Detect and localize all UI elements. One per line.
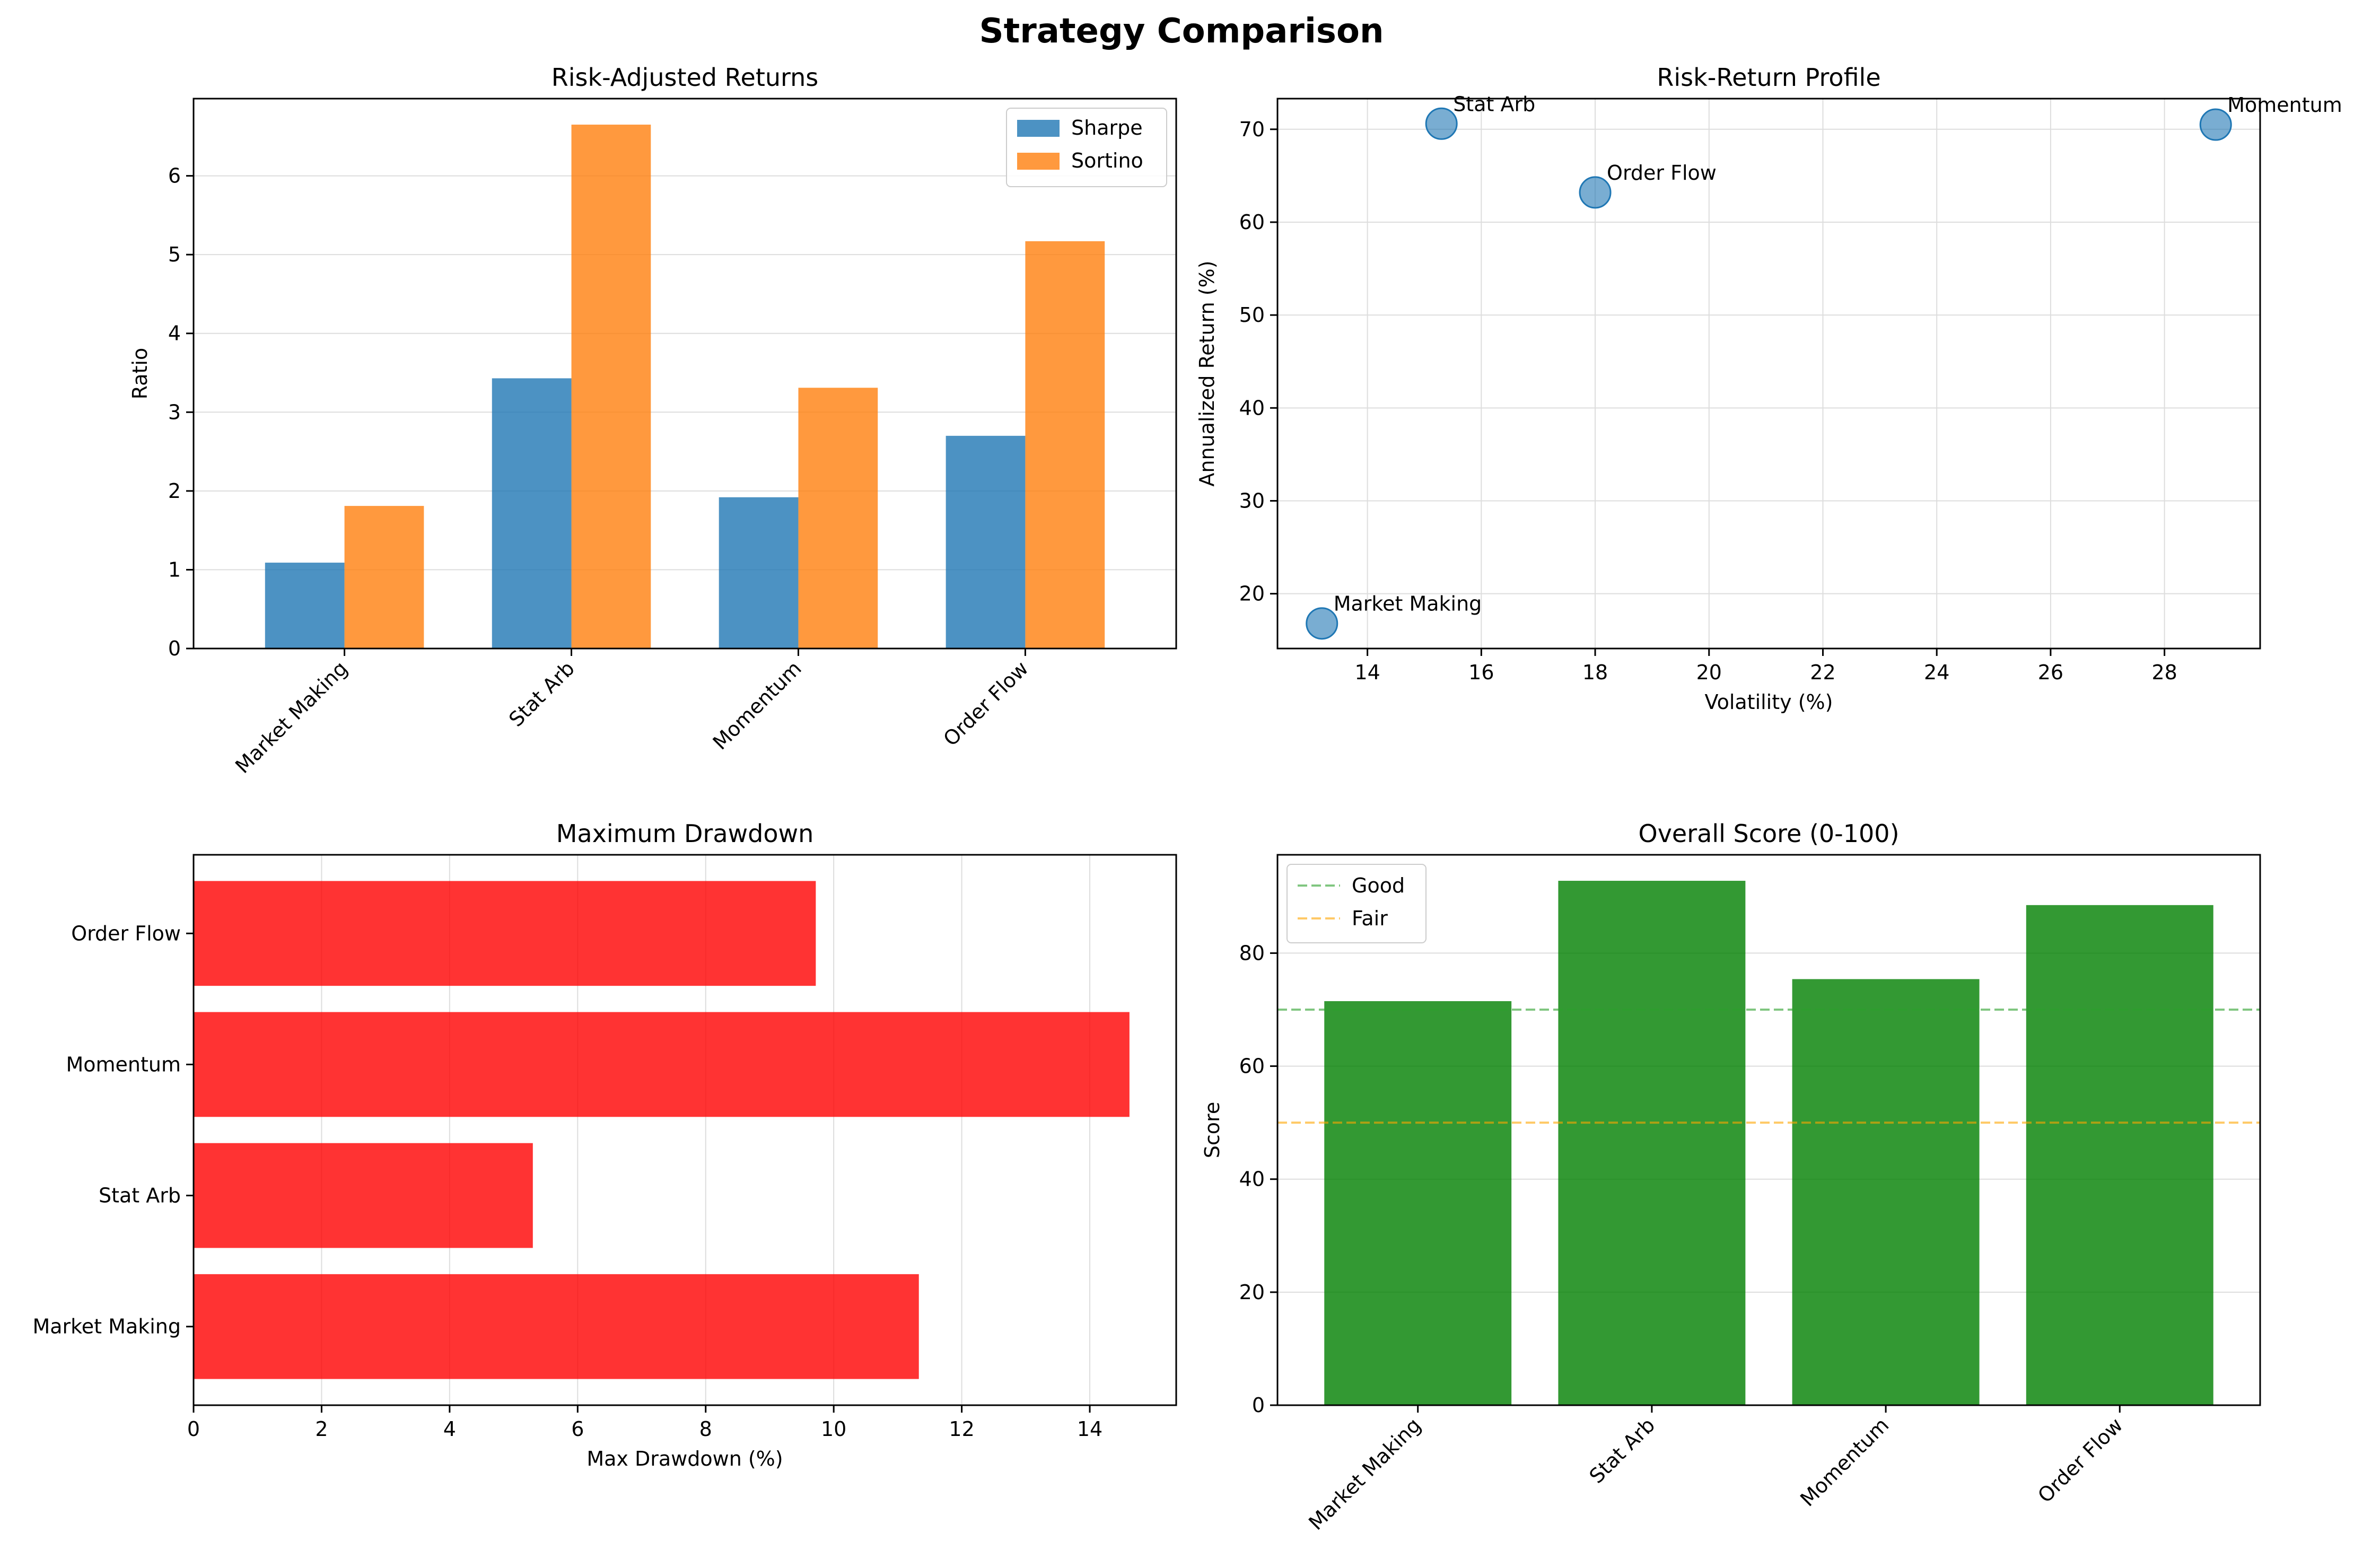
risk-return-ytick-label: 30	[1239, 489, 1265, 512]
risk-adjusted-ytick-label: 4	[168, 322, 181, 345]
risk-adjusted-axes-frame	[192, 98, 1177, 650]
overall-score-xtick-label: Order Flow	[2033, 1413, 2127, 1507]
risk-return-title: Risk-Return Profile	[1657, 63, 1880, 92]
overall-score-bar	[1324, 1001, 1512, 1405]
risk-return-xtick-label: 20	[1696, 661, 1722, 684]
drawdown-ytick-label: Market Making	[32, 1315, 181, 1338]
risk-adjusted-bar-sortino	[344, 506, 424, 649]
risk-adjusted-bar-sortino	[798, 388, 878, 649]
figure-title: Strategy Comparison	[979, 12, 1384, 51]
drawdown-ytick-label: Order Flow	[71, 922, 181, 945]
risk-return-panel: Market Making Stat Arb Order Flow Momentum R…	[1195, 63, 2342, 714]
overall-score-ytick-label: 0	[1252, 1394, 1265, 1417]
drawdown-xtick-label: 2	[315, 1417, 328, 1441]
risk-adjusted-bar-sharpe	[946, 435, 1026, 649]
risk-return-xtick-label: 28	[2151, 661, 2177, 684]
risk-return-point	[1425, 107, 1458, 140]
drawdown-xtick-label: 6	[571, 1417, 584, 1441]
risk-return-xtick-label: 14	[1354, 661, 1380, 684]
drawdown-xtick-label: 4	[443, 1417, 456, 1441]
risk-return-xtick-label: 26	[2038, 661, 2063, 684]
drawdown-bar	[194, 1012, 1130, 1117]
overall-score-xtick-label: Momentum	[1796, 1413, 1893, 1511]
risk-return-point	[1579, 176, 1612, 209]
risk-return-axes-frame	[1276, 98, 2261, 650]
risk-adjusted-bar-sharpe	[265, 563, 345, 649]
risk-adjusted-xtick-label: Market Making	[231, 656, 352, 778]
risk-return-xtick-label: 22	[1810, 661, 1835, 684]
risk-adjusted-title: Risk-Adjusted Returns	[552, 63, 818, 92]
overall-score-ylabel: Score	[1201, 1102, 1224, 1158]
drawdown-title: Maximum Drawdown	[556, 819, 814, 848]
risk-adjusted-bar-sortino	[571, 125, 651, 649]
drawdown-xtick-label: 14	[1077, 1417, 1102, 1441]
drawdown-xtick-label: 10	[821, 1417, 846, 1441]
overall-score-axes-frame	[1276, 854, 2261, 1406]
drawdown-panel: Maximum Drawdown 0 2 4 6 8 10 12 14 Market Making…	[32, 819, 1177, 1470]
risk-adjusted-xtick-label: Momentum	[708, 656, 806, 754]
drawdown-bar	[194, 881, 816, 986]
risk-adjusted-legend-label: Sharpe	[1071, 116, 1143, 139]
drawdown-ytick-label: Stat Arb	[99, 1184, 181, 1207]
overall-score-ytick-label: 80	[1239, 941, 1265, 965]
risk-return-xlabel: Volatility (%)	[1705, 690, 1833, 714]
overall-score-bar	[1558, 881, 1746, 1405]
risk-return-ytick-label: 40	[1239, 396, 1265, 419]
drawdown-bar	[194, 1143, 533, 1248]
overall-score-xtick-label: Stat Arb	[1585, 1413, 1660, 1488]
drawdown-xtick-label: 12	[949, 1417, 974, 1441]
overall-score-ytick-label: 20	[1239, 1281, 1265, 1304]
overall-score-bar	[1792, 979, 1980, 1405]
overall-score-legend-label: Fair	[1352, 907, 1388, 930]
risk-adjusted-panel: Risk-Adjusted Returns 0 1 2 3 4 5 6 Market Makin…	[128, 63, 1177, 778]
risk-adjusted-ytick-label: 3	[168, 400, 181, 424]
overall-score-title: Overall Score (0-100)	[1638, 819, 1899, 848]
risk-adjusted-legend-swatch	[1017, 153, 1060, 170]
risk-return-point-label: Market Making	[1334, 592, 1482, 616]
overall-score-ytick-label: 60	[1239, 1055, 1265, 1078]
risk-return-point-label: Momentum	[2227, 93, 2342, 117]
risk-return-ytick-label: 20	[1239, 582, 1265, 606]
risk-adjusted-ytick-label: 2	[168, 479, 181, 503]
risk-adjusted-bar-sortino	[1025, 241, 1105, 649]
risk-adjusted-xtick-label: Stat Arb	[504, 656, 579, 731]
drawdown-xtick-label: 0	[187, 1417, 200, 1441]
drawdown-xlabel: Max Drawdown (%)	[587, 1447, 783, 1470]
risk-return-point-label: Order Flow	[1607, 161, 1717, 185]
risk-adjusted-ytick-label: 0	[168, 637, 181, 660]
overall-score-xtick-label: Market Making	[1304, 1413, 1425, 1535]
risk-return-point	[2199, 108, 2232, 141]
risk-return-ylabel: Annualized Return (%)	[1195, 260, 1219, 486]
risk-adjusted-ytick-label: 6	[168, 164, 181, 188]
risk-adjusted-ytick-label: 1	[168, 558, 181, 581]
risk-return-xtick-label: 16	[1468, 661, 1494, 684]
risk-return-point	[1306, 607, 1338, 640]
risk-adjusted-ytick-label: 5	[168, 243, 181, 266]
drawdown-ytick-label: Momentum	[66, 1053, 181, 1076]
risk-adjusted-bar-sharpe	[492, 378, 572, 649]
risk-adjusted-legend-swatch	[1017, 120, 1060, 137]
risk-return-ytick-label: 60	[1239, 211, 1265, 234]
risk-adjusted-ylabel: Ratio	[128, 348, 152, 400]
drawdown-axes-frame	[192, 854, 1177, 1406]
risk-return-point-label: Stat Arb	[1453, 92, 1535, 116]
risk-return-ytick-label: 50	[1239, 303, 1265, 327]
overall-score-bar	[2026, 905, 2213, 1405]
risk-return-xtick-label: 18	[1582, 661, 1608, 684]
overall-score-legend-label: Good	[1352, 874, 1405, 897]
drawdown-xtick-label: 8	[699, 1417, 712, 1441]
risk-adjusted-legend-label: Sortino	[1071, 149, 1143, 172]
overall-score-legend-box	[1286, 864, 1426, 943]
risk-return-ytick-label: 70	[1239, 118, 1265, 141]
overall-score-ytick-label: 40	[1239, 1168, 1265, 1191]
risk-return-xtick-label: 24	[1924, 661, 1949, 684]
risk-adjusted-xtick-label: Order Flow	[939, 656, 1032, 750]
drawdown-bar	[194, 1274, 919, 1379]
overall-score-panel: Overall Score (0-100) 0 20 40 60 80 Market Mak…	[1201, 819, 2261, 1535]
risk-adjusted-bar-sharpe	[719, 497, 799, 649]
